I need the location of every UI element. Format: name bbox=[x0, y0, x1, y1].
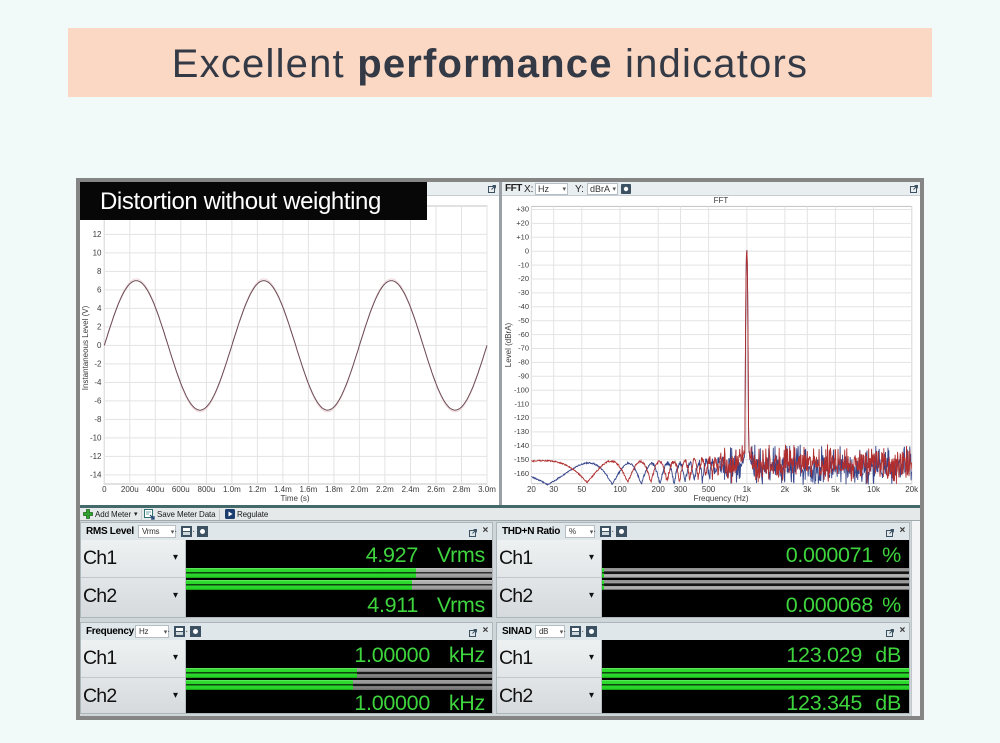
svg-text:-110: -110 bbox=[515, 399, 529, 408]
svg-text:Frequency (Hz): Frequency (Hz) bbox=[693, 494, 748, 503]
svg-text:-20: -20 bbox=[518, 274, 529, 283]
svg-text:50: 50 bbox=[577, 485, 586, 494]
svg-text:-70: -70 bbox=[518, 344, 529, 353]
svg-text:Instantaneous Level (V): Instantaneous Level (V) bbox=[81, 305, 90, 390]
svg-text:3k: 3k bbox=[803, 485, 812, 494]
svg-text:2.4m: 2.4m bbox=[402, 485, 420, 494]
svg-text:2.8m: 2.8m bbox=[453, 485, 471, 494]
svg-text:600u: 600u bbox=[172, 485, 190, 494]
svg-text:+20: +20 bbox=[516, 219, 529, 228]
svg-text:-8: -8 bbox=[94, 415, 102, 424]
svg-text:+30: +30 bbox=[516, 205, 529, 214]
svg-text:800u: 800u bbox=[198, 485, 216, 494]
svg-text:-150: -150 bbox=[514, 455, 529, 464]
svg-text:1.6m: 1.6m bbox=[300, 485, 318, 494]
svg-text:-80: -80 bbox=[518, 358, 529, 367]
svg-text:100: 100 bbox=[613, 485, 627, 494]
svg-text:FFT: FFT bbox=[714, 196, 729, 205]
svg-text:30: 30 bbox=[549, 485, 558, 494]
svg-text:2.2m: 2.2m bbox=[376, 485, 394, 494]
svg-text:-2: -2 bbox=[94, 359, 102, 368]
svg-text:-100: -100 bbox=[514, 385, 529, 394]
svg-text:6: 6 bbox=[97, 285, 102, 294]
svg-text:-10: -10 bbox=[90, 433, 102, 442]
svg-text:-120: -120 bbox=[514, 413, 529, 422]
svg-text:5k: 5k bbox=[831, 485, 840, 494]
svg-text:400u: 400u bbox=[146, 485, 164, 494]
svg-text:2.6m: 2.6m bbox=[427, 485, 445, 494]
svg-text:1.2m: 1.2m bbox=[249, 485, 267, 494]
svg-text:2k: 2k bbox=[781, 485, 790, 494]
svg-text:2.0m: 2.0m bbox=[351, 485, 369, 494]
svg-text:4: 4 bbox=[97, 304, 102, 313]
svg-text:0: 0 bbox=[525, 246, 529, 255]
svg-text:-14: -14 bbox=[90, 470, 102, 479]
svg-text:-6: -6 bbox=[94, 396, 102, 405]
svg-text:500: 500 bbox=[702, 485, 716, 494]
svg-text:-10: -10 bbox=[518, 260, 529, 269]
svg-text:-90: -90 bbox=[518, 372, 529, 381]
svg-text:12: 12 bbox=[93, 230, 102, 239]
svg-text:-60: -60 bbox=[518, 330, 529, 339]
svg-text:-12: -12 bbox=[90, 452, 102, 461]
svg-text:300: 300 bbox=[674, 485, 688, 494]
svg-text:20k: 20k bbox=[905, 485, 919, 494]
svg-text:Level (dBrA): Level (dBrA) bbox=[504, 322, 513, 367]
svg-text:-4: -4 bbox=[94, 378, 102, 387]
svg-text:1.4m: 1.4m bbox=[274, 485, 292, 494]
svg-text:3.0m: 3.0m bbox=[478, 485, 496, 494]
svg-text:1k: 1k bbox=[743, 485, 752, 494]
svg-text:-50: -50 bbox=[518, 316, 529, 325]
svg-text:10: 10 bbox=[93, 248, 102, 257]
svg-text:0: 0 bbox=[102, 485, 107, 494]
svg-text:-130: -130 bbox=[514, 427, 529, 436]
svg-text:10k: 10k bbox=[867, 485, 881, 494]
svg-text:200: 200 bbox=[652, 485, 666, 494]
svg-text:Time (s): Time (s) bbox=[280, 494, 309, 503]
svg-text:+10: +10 bbox=[516, 233, 529, 242]
svg-text:0: 0 bbox=[97, 341, 102, 350]
svg-text:-140: -140 bbox=[514, 441, 529, 450]
svg-text:-30: -30 bbox=[518, 288, 529, 297]
svg-text:2: 2 bbox=[97, 322, 102, 331]
svg-text:20: 20 bbox=[527, 485, 536, 494]
svg-text:8: 8 bbox=[97, 267, 102, 276]
svg-text:-160: -160 bbox=[514, 469, 529, 478]
svg-text:1.0m: 1.0m bbox=[223, 485, 241, 494]
svg-text:1.8m: 1.8m bbox=[325, 485, 343, 494]
svg-text:200u: 200u bbox=[121, 485, 139, 494]
svg-text:-40: -40 bbox=[518, 302, 529, 311]
